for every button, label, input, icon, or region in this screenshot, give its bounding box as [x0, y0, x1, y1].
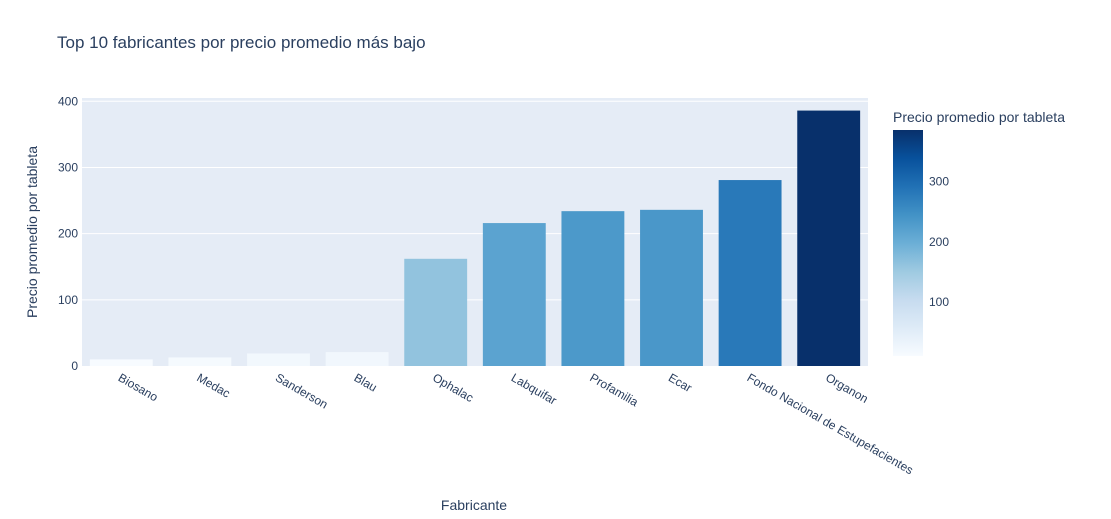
y-tick-label: 300 — [58, 160, 78, 174]
colorbar-ticks: 100 200 300 — [929, 175, 949, 309]
bars — [89, 110, 861, 366]
bar-organon[interactable] — [797, 110, 861, 366]
y-tick-label: 400 — [58, 94, 78, 108]
y-tick-label: 200 — [58, 227, 78, 241]
bar-ecar[interactable] — [640, 209, 703, 366]
y-axis-ticks: 0 100 200 300 400 — [58, 94, 78, 373]
x-tick-label: Sanderson — [273, 370, 330, 411]
x-tick-label: Biosano — [116, 370, 161, 404]
x-tick-label: Organon — [823, 370, 870, 405]
x-axis-title: Fabricante — [441, 497, 507, 513]
x-tick-label: Ophalac — [430, 370, 476, 404]
colorbar-tick-label: 100 — [929, 295, 949, 309]
x-tick-label: Medac — [194, 370, 232, 400]
bar-profamilia[interactable] — [561, 211, 625, 366]
y-tick-label: 100 — [58, 293, 78, 307]
x-tick-label: Ecar — [666, 370, 694, 394]
y-axis-title: Precio promedio por tableta — [24, 146, 40, 318]
bar-medac[interactable] — [168, 357, 232, 366]
bar-biosano[interactable] — [89, 359, 153, 366]
colorbar-tick-label: 200 — [929, 235, 949, 249]
bar-labquifar[interactable] — [482, 223, 546, 366]
chart-title: Top 10 fabricantes por precio promedio m… — [57, 33, 426, 52]
bar-blau[interactable] — [325, 352, 389, 366]
y-tick-label: 0 — [71, 359, 78, 373]
bar-ophalac[interactable] — [404, 258, 468, 366]
bar-fondo-nacional-de-estupefacientes[interactable] — [718, 180, 782, 366]
colorbar — [893, 130, 923, 356]
bar-sanderson[interactable] — [247, 353, 310, 366]
x-tick-label: Profamilia — [587, 370, 640, 409]
x-axis-ticks: Biosano Medac Sanderson Blau Ophalac Labquifa… — [116, 370, 916, 477]
colorbar-title: Precio promedio por tableta — [893, 109, 1065, 125]
x-tick-label: Labquifar — [509, 370, 559, 407]
colorbar-tick-label: 300 — [929, 175, 949, 189]
x-tick-label: Blau — [352, 370, 380, 394]
